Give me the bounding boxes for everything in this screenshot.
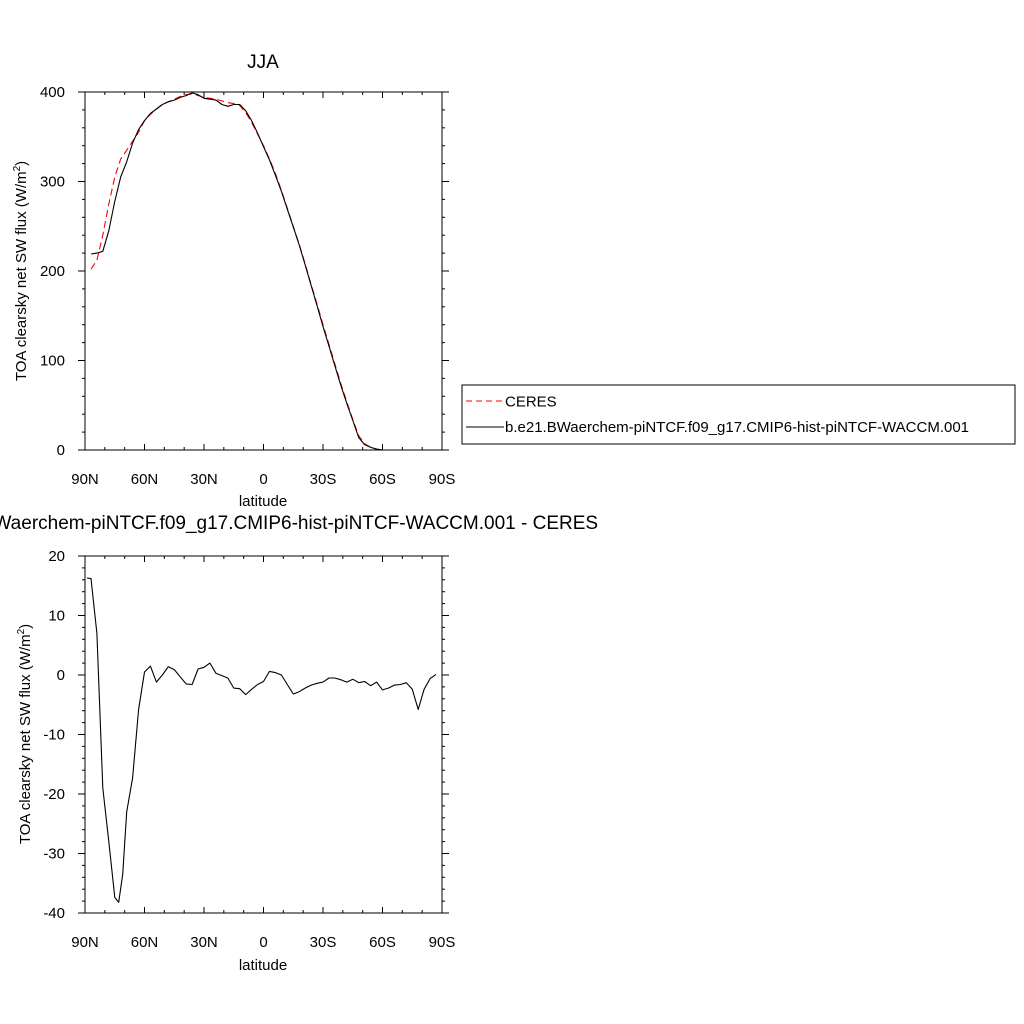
- bottom-x-tick-label: 60S: [369, 934, 396, 951]
- legend-label-model: b.e21.BWaerchem-piNTCF.f09_g17.CMIP6-his…: [505, 419, 969, 436]
- top-x-axis: 90N 60N 30N 0 30S 60S 90S: [71, 92, 455, 488]
- top-y-tick-label: 0: [57, 442, 65, 459]
- top-y-tick-label: 100: [40, 353, 65, 370]
- bottom-x-tick-label: 90S: [429, 934, 456, 951]
- bottom-y-tick-label: -30: [43, 846, 65, 863]
- bottom-x-tick-label: 30S: [310, 934, 337, 951]
- bottom-panel: b.e21.BWaerchem-piNTCF.f09_g17.CMIP6-his…: [0, 513, 598, 974]
- bottom-x-tick-label: 60N: [131, 934, 159, 951]
- bottom-y-axis: -40 -30 -20 -10 0 10 20: [43, 548, 449, 922]
- bottom-plot-area: [86, 577, 437, 903]
- top-y-tick-label: 400: [40, 84, 65, 101]
- top-plot-area: [90, 92, 436, 451]
- top-series-line-1: [90, 92, 436, 451]
- bottom-x-axis: 90N 60N 30N 0 30S 60S 90S: [71, 556, 455, 951]
- top-x-tick-label: 30N: [190, 471, 218, 488]
- bottom-y-tick-label: -40: [43, 905, 65, 922]
- bottom-x-tick-label: 0: [259, 934, 267, 951]
- bottom-x-tick-label: 30N: [190, 934, 218, 951]
- top-x-tick-label: 60N: [131, 471, 159, 488]
- top-x-axis-label: latitude: [239, 493, 287, 510]
- top-y-tick-label: 200: [40, 263, 65, 280]
- bottom-x-axis-label: latitude: [239, 957, 287, 974]
- legend: CERES b.e21.BWaerchem-piNTCF.f09_g17.CMI…: [461, 384, 1016, 445]
- top-y-axis-label: TOA clearsky net SW flux (W/m2): [12, 161, 30, 381]
- top-x-tick-label: 90S: [429, 471, 456, 488]
- bottom-x-tick-label: 90N: [71, 934, 99, 951]
- bottom-y-axis-label: TOA clearsky net SW flux (W/m2): [16, 624, 34, 844]
- top-y-tick-label: 300: [40, 174, 65, 191]
- top-x-tick-label: 30S: [310, 471, 337, 488]
- bottom-y-tick-label: 0: [57, 667, 65, 684]
- top-panel: JJA 90N 60N 30N 0 30S 60S 90S 0 100 200 300 400 la…: [12, 52, 455, 510]
- bottom-y-tick-label: -20: [43, 786, 65, 803]
- top-x-tick-label: 90N: [71, 471, 99, 488]
- bottom-y-tick-label: -10: [43, 727, 65, 744]
- bottom-series-line-0: [86, 577, 437, 903]
- legend-label-ceres: CERES: [505, 394, 557, 411]
- top-x-tick-label: 60S: [369, 471, 396, 488]
- bottom-y-tick-label: 20: [48, 548, 65, 565]
- bottom-y-tick-label: 10: [48, 608, 65, 625]
- top-y-axis: 0 100 200 300 400: [40, 84, 449, 459]
- top-x-tick-label: 0: [259, 471, 267, 488]
- bottom-plot-frame: [84, 555, 443, 914]
- legend-box: [461, 384, 1016, 445]
- bottom-panel-title: b.e21.BWaerchem-piNTCF.f09_g17.CMIP6-his…: [0, 513, 598, 534]
- top-panel-title: JJA: [247, 52, 279, 73]
